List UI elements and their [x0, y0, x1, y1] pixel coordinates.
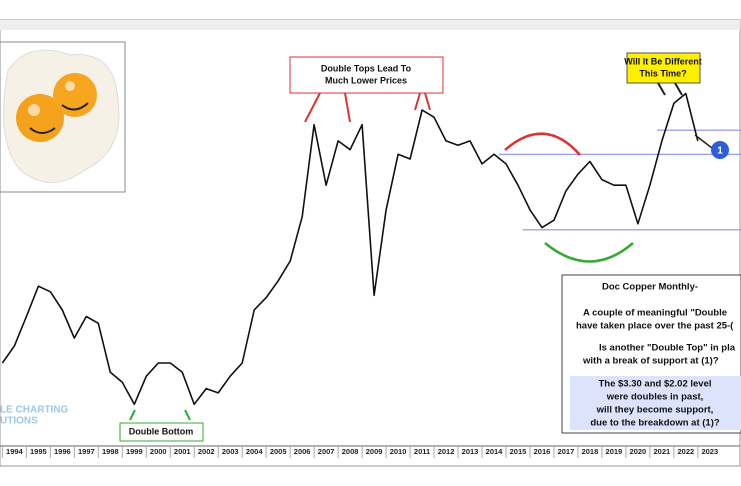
watermark: LE CHARTING — [0, 405, 69, 416]
x-tick-label: 2016 — [534, 447, 551, 456]
x-tick-label: 2004 — [246, 447, 264, 456]
tops-arrows — [304, 92, 431, 123]
different-text: Will It Be Different — [624, 56, 701, 66]
x-tick-label: 1997 — [78, 447, 95, 456]
green-arc — [544, 242, 634, 263]
x-tick-label: 2008 — [342, 447, 359, 456]
bottom-text: Double Bottom — [129, 426, 194, 436]
x-tick-label: 2022 — [678, 447, 695, 456]
bottom-arrows — [129, 409, 191, 421]
x-tick-label: 2000 — [150, 447, 167, 456]
x-tick-label: 2011 — [414, 447, 430, 456]
x-tick-label: 2019 — [606, 447, 623, 456]
note-text: with a break of support at (1)? — [582, 356, 719, 367]
x-tick-label: 2021 — [654, 447, 671, 456]
note-text: due to the breakdown at (1)? — [590, 418, 720, 429]
tops-box — [289, 56, 444, 94]
x-tick-label: 2007 — [318, 447, 335, 456]
x-tick-label: 1998 — [102, 447, 119, 456]
x-tick-label: 1994 — [6, 447, 24, 456]
tops-text: Much Lower Prices — [325, 75, 407, 85]
x-tick-label: 2009 — [366, 447, 383, 456]
red-arc — [504, 132, 581, 156]
x-tick-label: 1999 — [126, 447, 143, 456]
bottom-box — [119, 422, 204, 442]
top-strip — [0, 20, 740, 30]
different-arrows — [657, 82, 683, 96]
x-tick-label: 1996 — [54, 447, 71, 456]
x-tick-label: 2017 — [558, 447, 575, 456]
x-tick-label: 2012 — [438, 447, 455, 456]
marker-arrow — [694, 134, 713, 149]
different-box — [626, 52, 701, 84]
note-highlight — [570, 376, 741, 430]
x-tick-label: 2001 — [174, 447, 191, 456]
x-tick-label: 2010 — [390, 447, 407, 456]
note-text: A couple of meaningful "Double — [583, 308, 727, 319]
note-text: have taken place over the past 25-( — [576, 321, 734, 332]
x-tick-label: 1995 — [30, 447, 47, 456]
watermark: UTIONS — [0, 416, 38, 427]
x-tick-label: 2023 — [701, 447, 718, 456]
note-text: Is another "Double Top" in pla — [599, 343, 736, 354]
x-tick-label: 2018 — [582, 447, 599, 456]
x-tick-label: 2006 — [294, 447, 311, 456]
x-tick-label: 2015 — [510, 447, 527, 456]
price-line — [1, 92, 699, 406]
note-text: will they become support, — [596, 405, 714, 416]
marker-circle — [711, 141, 729, 159]
x-tick-label: 2003 — [222, 447, 239, 456]
marker-label: 1 — [717, 146, 723, 157]
note-text: were doubles in past, — [606, 392, 704, 403]
note-text: The $3.30 and $2.02 level — [598, 379, 711, 390]
x-tick-label: 2020 — [630, 447, 647, 456]
x-tick-label: 2005 — [270, 447, 287, 456]
note-text: Doc Copper Monthly- — [602, 282, 698, 293]
x-tick-label: 2002 — [198, 447, 215, 456]
tops-text: Double Tops Lead To — [321, 63, 412, 73]
different-text: This Time? — [639, 68, 686, 78]
egg-picture — [0, 41, 126, 193]
x-tick-label: 2014 — [486, 447, 504, 456]
x-tick-label: 2013 — [462, 447, 479, 456]
